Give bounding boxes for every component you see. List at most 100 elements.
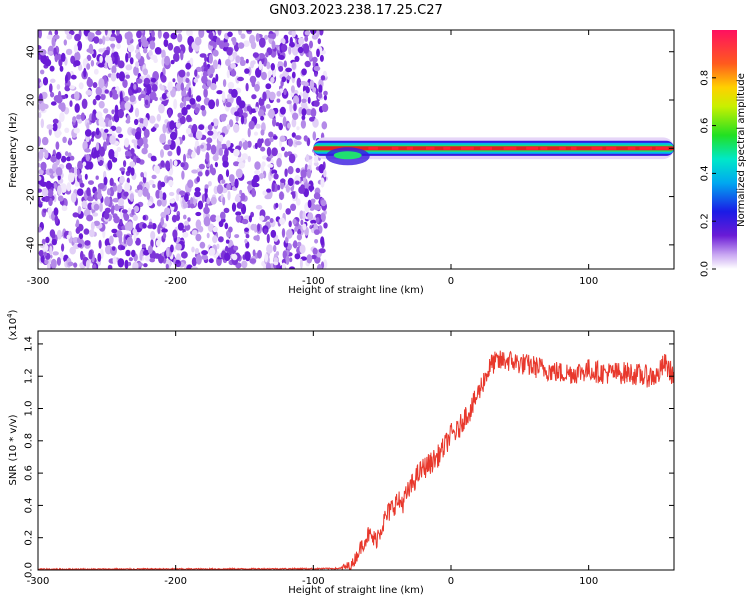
noise-blob <box>204 184 209 189</box>
noise-blob <box>147 201 153 207</box>
noise-blob <box>83 67 87 78</box>
noise-blob <box>60 52 66 63</box>
noise-blob <box>98 78 105 89</box>
noise-blob <box>112 213 118 219</box>
noise-blob <box>271 147 278 157</box>
noise-blob <box>286 75 291 80</box>
noise-blob <box>298 37 305 45</box>
noise-blob <box>179 115 186 125</box>
noise-blob <box>300 219 304 226</box>
noise-blob <box>290 85 295 93</box>
spectrogram-ytick-label: 20 <box>26 94 37 107</box>
noise-blob <box>310 219 317 224</box>
noise-blob <box>221 91 226 102</box>
noise-blob <box>198 163 205 170</box>
noise-blob <box>133 232 137 242</box>
snr-ytick-label: 0.6 <box>24 465 35 481</box>
noise-blob <box>150 155 157 161</box>
noise-blob <box>178 69 186 78</box>
noise-blob <box>78 82 84 90</box>
noise-blob <box>268 108 275 119</box>
noise-blob <box>225 239 230 244</box>
noise-blob <box>66 234 71 240</box>
noise-blob <box>197 200 204 210</box>
noise-blob <box>51 233 56 239</box>
noise-blob <box>305 86 310 94</box>
noise-blob <box>102 35 106 45</box>
noise-blob <box>191 127 195 134</box>
noise-blob <box>149 115 156 124</box>
noise-blob <box>270 63 275 71</box>
noise-blob <box>291 71 296 79</box>
noise-blob <box>283 89 287 96</box>
noise-blob <box>315 217 320 224</box>
noise-blob <box>107 264 113 269</box>
noise-blob <box>231 202 237 212</box>
noise-blob <box>297 241 302 247</box>
noise-blob <box>40 118 44 129</box>
noise-blob <box>54 215 59 225</box>
noise-blob <box>81 200 88 209</box>
noise-blob <box>195 66 202 72</box>
noise-blob <box>292 112 299 121</box>
noise-blob <box>301 108 307 116</box>
noise-blob <box>161 197 167 207</box>
noise-blob <box>76 237 81 244</box>
noise-blob <box>320 236 325 246</box>
noise-blob <box>104 196 110 207</box>
band-peak <box>591 146 603 150</box>
noise-blob <box>160 216 164 226</box>
noise-blob <box>255 234 260 242</box>
noise-blob <box>92 212 99 217</box>
noise-blob <box>287 122 291 129</box>
noise-blob <box>216 243 220 250</box>
noise-blob <box>258 173 265 179</box>
noise-blob <box>248 120 255 130</box>
noise-blob <box>38 150 44 160</box>
noise-blob <box>106 136 110 146</box>
noise-blob <box>278 65 284 72</box>
noise-blob <box>261 71 267 81</box>
noise-blob <box>85 259 90 269</box>
noise-blob <box>185 62 192 70</box>
noise-blob <box>64 85 71 92</box>
noise-blob <box>167 139 172 146</box>
noise-blob <box>288 220 292 228</box>
noise-blob <box>89 229 95 238</box>
noise-blob <box>317 92 323 99</box>
noise-blob <box>49 65 55 72</box>
noise-blob <box>169 191 175 197</box>
noise-blob <box>121 209 128 214</box>
noise-blob <box>74 103 80 113</box>
noise-blob <box>141 147 148 155</box>
noise-blob <box>245 82 249 92</box>
noise-blob <box>154 96 158 102</box>
noise-blob <box>64 30 69 35</box>
noise-blob <box>301 115 306 121</box>
noise-blob <box>255 106 259 112</box>
snr-ytick-label: 1.4 <box>24 336 35 352</box>
noise-blob <box>82 140 88 151</box>
noise-blob <box>261 161 266 168</box>
noise-blob <box>206 232 210 239</box>
noise-blob <box>133 83 137 90</box>
noise-blob <box>307 199 312 209</box>
noise-blob <box>274 107 279 114</box>
snr-frame <box>37 330 675 571</box>
noise-blob <box>266 233 270 244</box>
noise-blob <box>224 222 229 230</box>
noise-blob <box>273 257 279 262</box>
noise-blob <box>143 142 149 149</box>
noise-blob <box>84 173 88 180</box>
noise-blob <box>47 206 52 216</box>
noise-blob <box>109 177 114 186</box>
noise-blob <box>225 59 231 67</box>
noise-blob <box>84 240 91 246</box>
noise-blob <box>127 261 132 266</box>
noise-blob <box>296 233 302 241</box>
noise-blob <box>110 43 116 48</box>
noise-blob <box>208 53 213 64</box>
noise-blob <box>50 101 57 106</box>
noise-blob <box>143 263 148 268</box>
noise-blob <box>39 243 45 248</box>
